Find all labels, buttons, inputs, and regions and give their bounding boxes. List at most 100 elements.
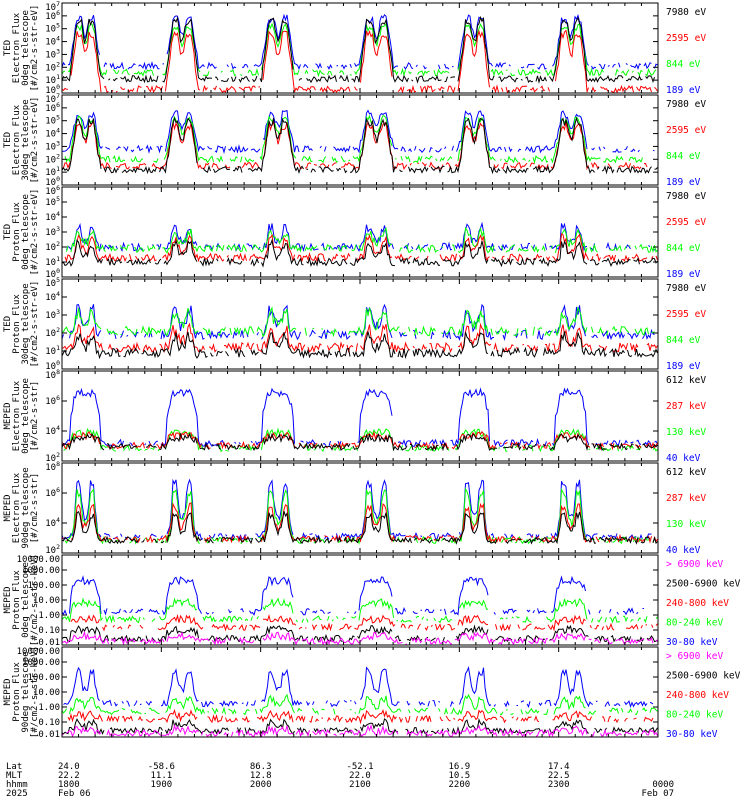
y-label-line: 0deg telescope [21, 562, 31, 638]
panel-2-ylabel: TED Electron Flux 30deg telescope [#/cm2-s-… [3, 97, 40, 184]
legend-entry: 2595 eV [666, 125, 706, 136]
lat-value: 24.0 [58, 762, 80, 772]
lat-value: 86.3 [250, 762, 272, 772]
panel-5-traces [62, 387, 658, 453]
series-30-80-kev-line [62, 577, 658, 615]
y-label-line: Electron Flux [12, 472, 22, 543]
y-tick-label: 104 [45, 424, 60, 437]
series-2500-6900-kev-line [62, 718, 658, 736]
y-label-line: Electron Flux [12, 12, 22, 83]
y-tick-label: 102 [45, 240, 60, 253]
legend-entry: 2500-6900 keV [666, 671, 741, 682]
y-tick-label: 103 [45, 47, 60, 60]
y-label-line: Proton Flux [12, 570, 22, 630]
y-tick-label: 0.10 [38, 626, 60, 636]
series-844-ev-line [62, 306, 655, 338]
panel-7-legend: > 6900 keV 2500-6900 keV 240-800 keV 80-240… [666, 559, 741, 648]
legend-entry: 130 keV [666, 427, 706, 438]
series-240-800-kev-line [67, 708, 654, 725]
y-tick-label: 108 [45, 368, 60, 381]
panel-5-legend: 612 keV 287 keV 130 keV 40 keV [666, 375, 706, 464]
legend-entry: 40 keV [666, 453, 701, 464]
panel-3-legend: 7980 eV 2595 eV 844 eV 189 eV [666, 191, 706, 280]
y-tick-label: 104 [45, 290, 60, 303]
y-tick-label: 106 [45, 394, 60, 407]
y-tick-label: 108 [45, 460, 60, 473]
mlt-value: 22.2 [58, 771, 80, 781]
y-label-line: [#/cm2-s-str-eV] [30, 5, 40, 92]
panel-8-traces [62, 668, 658, 737]
y-label-line: 0deg telescope [21, 194, 31, 270]
y-label-line: 30deg telescope [21, 99, 31, 180]
legend-entry: 2595 eV [666, 309, 706, 320]
y-tick-label: 104 [45, 516, 60, 529]
panel-6-legend: 612 keV 287 keV 130 keV 40 keV [666, 467, 706, 556]
panel-5-ylabel: MEPED Electron Flux 0deg telescope [#/cm2-s… [3, 378, 40, 454]
legend-entry: 240-800 keV [666, 598, 729, 609]
legend-entry: 189 eV [666, 85, 701, 96]
y-tick-label: 102 [45, 60, 60, 73]
legend-entry: 844 eV [666, 243, 701, 254]
y-tick-label: 101 [45, 73, 60, 86]
y-tick-label: 105 [45, 22, 60, 35]
series-844-ev-line [66, 226, 658, 254]
legend-entry: 7980 eV [666, 191, 706, 202]
y-tick-label: 103 [45, 225, 60, 238]
panel-7-ylabel: MEPED Proton Flux 0deg telescope [#/cm2-s-s… [3, 554, 40, 646]
y-tick-label: 10.00 [33, 596, 60, 606]
series-2595-ev-line [62, 29, 658, 93]
legend-entry: 7980 eV [666, 99, 706, 110]
panel-8: 0.010.101.0010.00100.001000.0010000.00ME… [3, 646, 741, 740]
series-844-ev-line [62, 22, 657, 78]
y-tick-label: 107 [45, 92, 60, 105]
legend-entry: 612 keV [666, 467, 706, 478]
mlt-value: 22.0 [349, 771, 371, 781]
y-label-line: [#/cm2-s-str-eV] [30, 189, 40, 276]
panel-6-traces [62, 480, 658, 546]
date-value: Feb 07 [641, 789, 674, 799]
series-612-kev-line [62, 510, 658, 545]
panel-3-frame [61, 186, 659, 278]
legend-entry: 40 keV [666, 545, 701, 556]
y-label-line: [#/cm2-s-str] [30, 381, 40, 451]
panel-1-ylabel: TED Electron Flux 0deg telescope [#/cm2-s-s… [3, 5, 40, 92]
legend-entry: 30-80 keV [666, 637, 718, 648]
panel-4-traces [62, 304, 658, 360]
y-tick-label: 100.00 [27, 673, 60, 683]
mlt-value: 22.5 [548, 771, 570, 781]
y-tick-label: 104 [45, 35, 60, 48]
mlt-value: 12.8 [250, 771, 272, 781]
panel-7-traces [62, 577, 658, 645]
y-label-line: 0deg telescope [21, 378, 31, 454]
y-tick-label: 0.01 [38, 730, 60, 740]
panel-1-traces [62, 13, 658, 93]
x-row-label: MLT [6, 771, 23, 781]
y-label-line: Proton Flux [12, 202, 22, 262]
legend-entry: 80-240 keV [666, 710, 723, 721]
series--6900-kev-line [62, 723, 658, 737]
panel-1-legend: 7980 eV 2595 eV 844 eV 189 eV [666, 7, 706, 96]
y-label-line: [#/cm2-s-str-keV] [30, 646, 40, 738]
y-tick-label: 0.01 [38, 638, 60, 648]
legend-entry: 130 keV [666, 519, 706, 530]
legend-entry: 30-80 keV [666, 729, 718, 740]
series-7980-ev-line [62, 238, 658, 268]
lat-value: -52.1 [346, 762, 373, 772]
panel-8-ylabel: MEPED Proton Flux 90deg telescope [#/cm2-s-… [3, 646, 40, 738]
hhmm-value: 1800 [58, 780, 80, 790]
series-7980-ev-line [62, 17, 658, 82]
y-tick-label: 100 [45, 175, 60, 188]
panel-4-ylabel: TED Proton Flux 30deg telescope [#/cm2-s-st… [3, 281, 40, 368]
y-tick-label: 10000.00 [17, 555, 60, 565]
y-label-line: 90deg telescope [21, 651, 31, 732]
y-tick-label: 103 [45, 139, 60, 152]
y-label-line: MEPED [3, 494, 13, 521]
y-tick-label: 106 [45, 184, 60, 197]
y-tick-label: 1.00 [38, 703, 60, 713]
y-label-line: 0deg telescope [21, 10, 31, 86]
panel-6-ylabel: MEPED Electron Flux 90deg telescope [#/cm2-… [3, 467, 40, 548]
panel-6: 102 104 106 108 MEPED Electron Flux 90deg tele… [3, 460, 706, 556]
